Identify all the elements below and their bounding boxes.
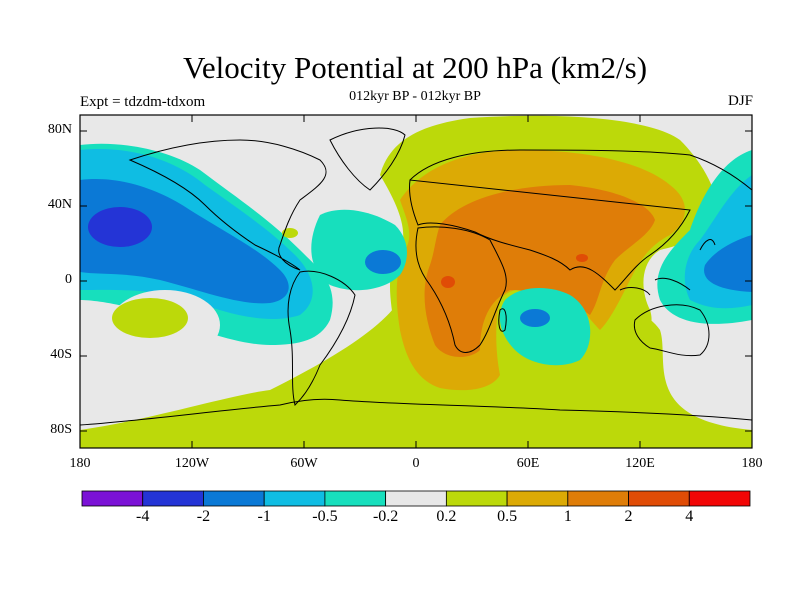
season-label: DJF [727,93,753,109]
colorbar-box-7 [506,490,569,507]
colorbar [81,490,751,507]
colorbar-box-9 [628,490,690,507]
experiment-label: Expt = tdzdm-tdxom [80,94,206,110]
lon-label-0: 0 [412,456,420,471]
north-america-coast [128,139,327,271]
colorbar-box-2 [203,490,265,507]
colorbar-label-0: -4 [136,508,150,525]
eurasia-coast [409,149,752,291]
colorbar-box-6 [445,490,508,507]
africa-asia-strong-positive [424,185,655,357]
colorbar-label-3: -0.5 [312,508,338,525]
lon-label-120e: 120E [625,456,655,471]
lat-label-40n: 40N [47,197,72,212]
lon-label-180w: 180 [69,456,91,471]
africa-coast [415,226,507,353]
w-pacific-negative-moderate [704,235,752,292]
lon-label-180e: 180 [741,456,763,471]
lon-label-60e: 60E [516,456,540,471]
colorbar-box-1 [142,490,204,507]
red-spot-asia [576,254,588,262]
colorbar-box-3 [263,490,326,507]
colorbar-box-10 [688,490,751,507]
lat-label-80n: 80N [47,122,72,137]
lon-label-60w: 60W [290,456,318,471]
south-pacific-positive [112,298,188,338]
colorbar-box-0 [81,490,144,507]
atlantic-negative-core [365,250,401,274]
colorbar-box-5 [385,490,447,507]
lat-label-40s: 40S [50,347,72,362]
south-america-coast [287,270,356,406]
colorbar-label-5: 0.2 [436,508,457,525]
lat-label-eq: 0 [65,272,72,287]
contour-field [80,115,752,448]
colorbar-label-9: 4 [685,508,694,525]
colorbar-label-7: 1 [563,508,572,525]
caribbean-small-positive [282,228,298,238]
coastlines [80,127,752,426]
colorbar-box-4 [324,490,387,507]
colorbar-label-8: 2 [624,508,633,525]
australia-coast [633,304,710,357]
pacific-strongest-negative [88,207,152,247]
antarctica-coast [80,398,752,426]
page-title: Velocity Potential at 200 hPa (km2/s) [182,50,648,85]
red-spot-africa [441,276,455,288]
madagascar-coast [498,308,507,332]
maritime-continent-coast [619,239,716,296]
lat-label-80s: 80S [50,422,72,437]
lon-tick-marks [191,115,641,448]
indian-ocean-negative-core [520,309,550,327]
lon-label-120w: 120W [174,456,210,471]
indian-ocean-negative-rim [499,288,591,366]
lat-tick-marks [80,130,752,432]
colorbar-label-4: -0.2 [372,508,399,525]
subtitle: 012kyr BP - 012kyr BP [349,89,481,104]
greenland-coast [329,127,406,191]
colorbar-label-2: -1 [257,508,271,525]
colorbar-box-8 [567,490,629,507]
colorbar-label-6: 0.5 [497,508,518,525]
colorbar-label-1: -2 [196,508,211,525]
